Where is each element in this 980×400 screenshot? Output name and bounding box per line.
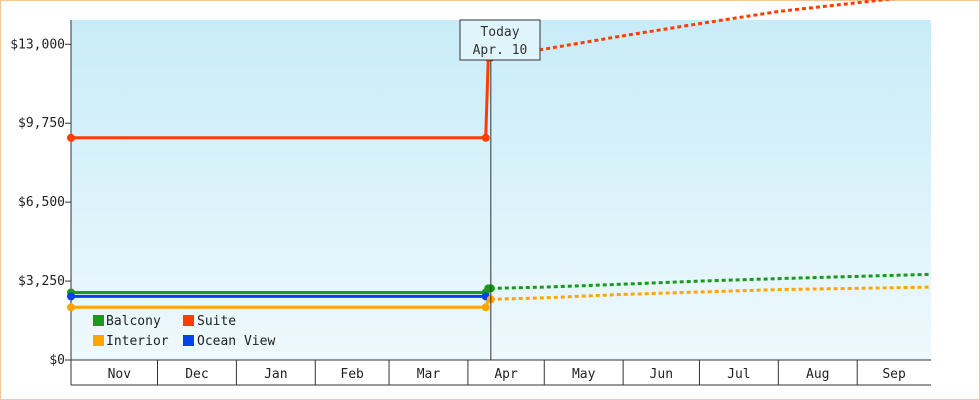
y-tick-label: $13,000 bbox=[10, 37, 65, 52]
forecast-line-interior bbox=[490, 285, 932, 301]
data-point-interior bbox=[67, 303, 75, 312]
legend-label-balcony: Balcony bbox=[106, 314, 161, 329]
data-point-interior bbox=[481, 303, 490, 312]
legend-label-ocean-view: Ocean View bbox=[197, 334, 275, 349]
x-tick-label: Feb bbox=[340, 367, 364, 382]
legend-swatch-balcony bbox=[93, 315, 104, 326]
x-tick-label: Apr bbox=[494, 367, 518, 382]
today-callout-title: Today bbox=[480, 25, 519, 40]
x-tick-label: Nov bbox=[108, 367, 132, 382]
y-tick-label: $3,250 bbox=[18, 274, 65, 289]
today-indicator: Today Apr. 10 bbox=[459, 19, 541, 360]
x-tick-label: Sep bbox=[882, 367, 906, 382]
y-tick-label: $6,500 bbox=[18, 195, 65, 210]
x-tick-label: Jul bbox=[727, 367, 750, 382]
legend-swatch-interior bbox=[93, 335, 104, 346]
y-tick-label: $9,750 bbox=[18, 116, 65, 131]
y-axis: $0 $3,250 $6,500 $9,750 $13,000 bbox=[10, 20, 72, 368]
data-point-ocean-view bbox=[67, 292, 75, 301]
x-tick-label: Jun bbox=[650, 367, 673, 382]
today-callout-date: Apr. 10 bbox=[473, 43, 528, 58]
x-tick-label: Dec bbox=[185, 367, 208, 382]
data-point-suite bbox=[67, 133, 75, 142]
forecast-line-balcony bbox=[490, 272, 932, 290]
x-axis: Nov Dec Jan Feb Mar Apr May Jun Jul Aug Sep bbox=[70, 359, 931, 386]
today-callout-box bbox=[459, 19, 541, 61]
legend-swatch-suite bbox=[183, 315, 194, 326]
legend-label-interior: Interior bbox=[106, 334, 169, 349]
legend-label-suite: Suite bbox=[197, 314, 236, 329]
x-tick-label: Jan bbox=[264, 367, 287, 382]
legend-swatch-ocean-view bbox=[183, 335, 194, 346]
plot-background bbox=[71, 20, 931, 360]
x-tick-label: Mar bbox=[417, 367, 441, 382]
data-point-suite bbox=[481, 133, 490, 142]
x-tick-label: Aug bbox=[806, 367, 829, 382]
legend: Balcony Suite Interior Ocean View bbox=[93, 314, 275, 349]
x-tick-label: May bbox=[572, 367, 596, 382]
y-tick-label: $0 bbox=[49, 353, 65, 368]
